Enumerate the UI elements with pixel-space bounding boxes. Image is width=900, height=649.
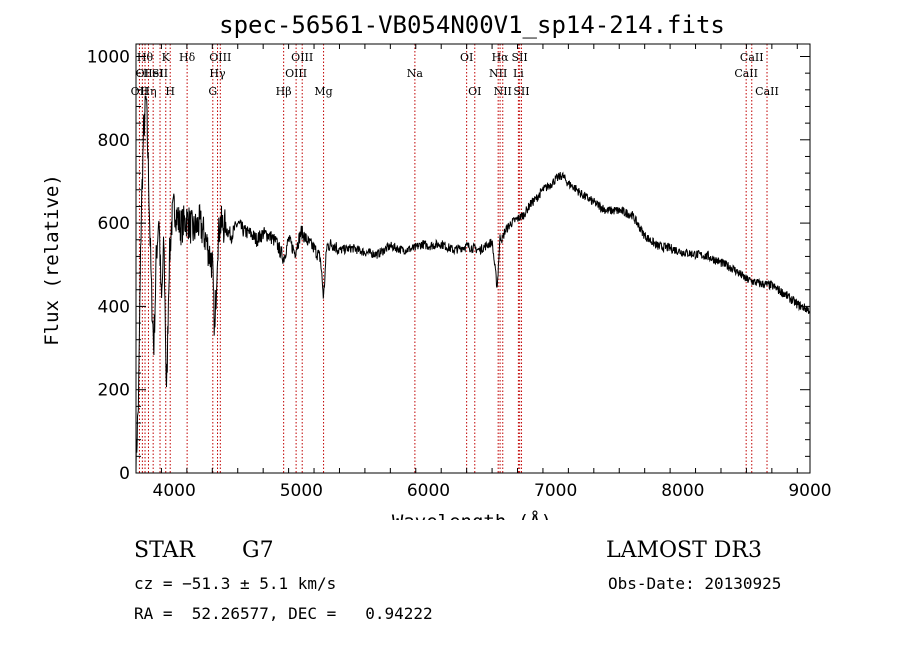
line-label: K xyxy=(162,51,171,64)
x-tick-label: 4000 xyxy=(153,481,196,501)
line-label: G xyxy=(208,85,217,98)
line-label: Hγ xyxy=(209,67,226,80)
survey-name: LAMOST DR3 xyxy=(606,538,762,563)
y-axis-label: Flux (relative) xyxy=(41,174,63,346)
x-axis-label: Wavelength (Å) xyxy=(392,510,552,520)
object-subclass: G7 xyxy=(242,538,274,563)
y-tick-label: 400 xyxy=(98,297,130,317)
object-class: STAR xyxy=(134,538,195,563)
line-label: CaII xyxy=(734,67,758,80)
line-label: Na xyxy=(407,67,424,80)
y-axis: 0 200 400 600 800 1000 xyxy=(87,47,810,484)
line-label: Li xyxy=(513,67,524,80)
line-label: OI xyxy=(136,67,149,80)
line-label: OIII xyxy=(209,51,231,64)
y-tick-label: 800 xyxy=(98,131,130,151)
observation-date: Obs-Date: 20130925 xyxy=(608,574,782,593)
line-label: NII xyxy=(489,67,507,80)
x-axis: 4000 5000 6000 7000 8000 9000 xyxy=(135,44,832,501)
line-label: OII xyxy=(131,85,149,98)
x-tick-label: 9000 xyxy=(788,481,831,501)
chart-background xyxy=(0,0,900,520)
line-label: Hθ xyxy=(137,51,154,64)
line-label: Hη xyxy=(140,85,156,98)
y-tick-label: 0 xyxy=(119,464,130,484)
line-label: Hβ xyxy=(276,85,292,98)
line-label: CaII xyxy=(755,85,779,98)
line-label: OIII xyxy=(285,67,307,80)
line-label: SII xyxy=(513,85,529,98)
redshift-velocity: cz = −51.3 ± 5.1 km/s xyxy=(134,574,337,593)
spectrum-chart: spec-56561-VB054N00V1_sp14-214.fits OII O… xyxy=(0,0,900,520)
y-tick-label: 200 xyxy=(98,381,130,401)
line-label: OIII xyxy=(291,51,313,64)
chart-title: spec-56561-VB054N00V1_sp14-214.fits xyxy=(219,11,725,39)
coordinates: RA = 52.26577, DEC = 0.94222 xyxy=(134,604,433,623)
x-tick-label: 7000 xyxy=(534,481,577,501)
line-label: OI xyxy=(460,51,473,64)
x-tick-label: 8000 xyxy=(661,481,704,501)
line-label: NII xyxy=(494,85,512,98)
line-label: CaII xyxy=(740,51,764,64)
spectrum-series-line xyxy=(135,95,811,474)
plot-frame xyxy=(135,43,811,474)
line-labels: OIIOIHθHηHeISIIKHHδGHγOIIIHβOIIIOIIIMgNa… xyxy=(131,51,779,98)
line-label: Mg xyxy=(314,85,332,98)
line-label: OI xyxy=(468,85,481,98)
y-tick-label: 1000 xyxy=(87,47,130,67)
x-tick-label: 5000 xyxy=(280,481,323,501)
line-label: Hδ xyxy=(179,51,196,64)
line-label: Hα xyxy=(492,51,510,64)
line-label: H xyxy=(165,85,175,98)
line-label: SII xyxy=(152,67,168,80)
line-label: HeI xyxy=(143,67,163,80)
line-label: SII xyxy=(512,51,528,64)
x-tick-label: 6000 xyxy=(407,481,450,501)
y-tick-label: 600 xyxy=(98,214,130,234)
